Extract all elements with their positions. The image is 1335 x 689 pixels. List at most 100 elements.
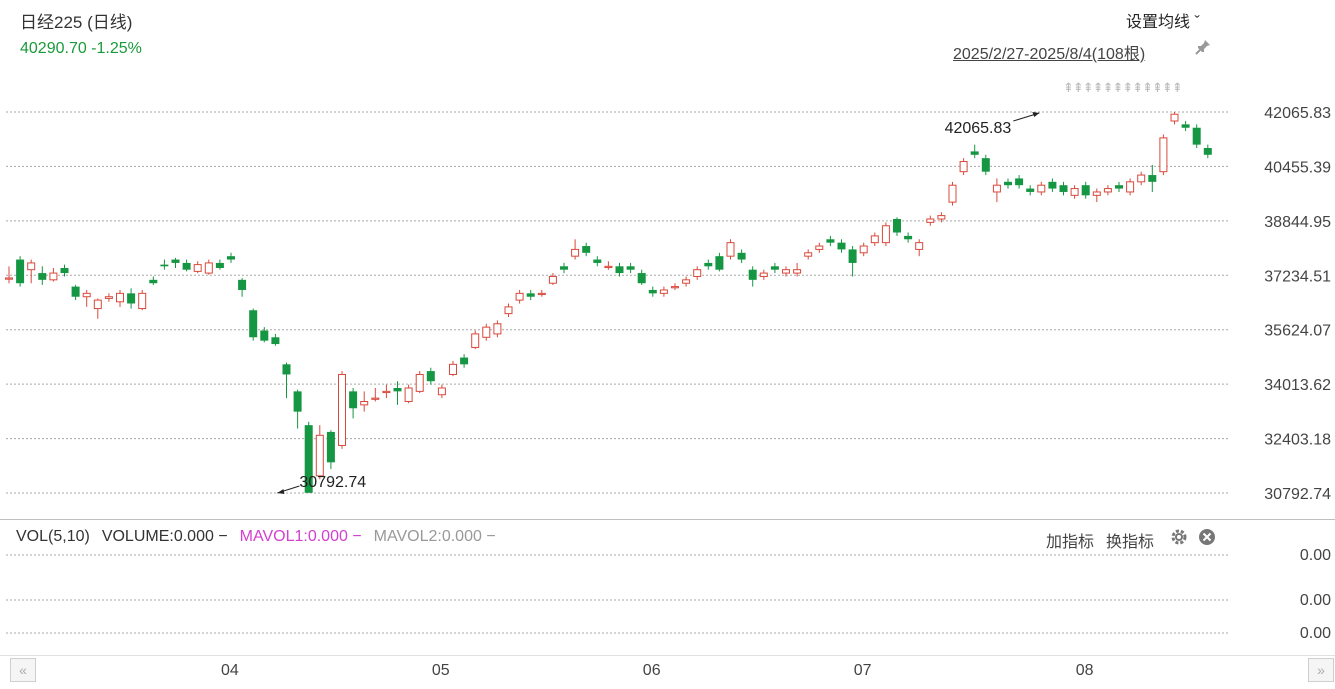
candle-body <box>393 387 402 392</box>
candle-body <box>593 259 602 263</box>
candle-body <box>127 293 136 304</box>
date-range[interactable]: 2025/2/27-2025/8/4(108根) <box>953 46 1146 63</box>
candle-body <box>826 239 835 243</box>
candle-body <box>1048 181 1057 189</box>
candle-body <box>360 401 369 406</box>
ma-setting-button[interactable]: 设置均线 ˇ <box>1126 14 1200 31</box>
candle-body <box>282 364 291 375</box>
candle-body <box>1181 124 1190 128</box>
y-tick-label: 37234.51 <box>1264 268 1331 285</box>
volume-tick-label: 0.00 <box>1300 592 1331 609</box>
mavol2-label: MAVOL2:0.000 − <box>373 528 496 545</box>
candle-body <box>1004 181 1012 186</box>
candle-body <box>371 397 380 400</box>
candle-body <box>537 292 546 296</box>
candle-body <box>160 264 169 267</box>
gear-icon[interactable] <box>1170 528 1188 546</box>
candle-body <box>304 425 313 493</box>
candle-body <box>893 218 901 233</box>
candle-body <box>1092 191 1101 196</box>
candle-body <box>149 279 158 284</box>
candle-body <box>648 289 657 294</box>
candle-body <box>1081 185 1090 196</box>
candle-body <box>859 245 868 254</box>
scroll-left-button[interactable]: « <box>10 658 36 682</box>
add-indicator-button[interactable]: 加指标 <box>1046 534 1095 551</box>
candle-body <box>671 286 679 289</box>
candle-body <box>238 279 247 290</box>
candle-body <box>770 266 779 270</box>
timeline-bar <box>0 655 1335 689</box>
candle-body <box>138 292 147 310</box>
candle-body <box>1037 184 1046 193</box>
candle-body <box>937 215 946 220</box>
candle-body <box>71 286 80 297</box>
candle-body <box>1137 174 1146 183</box>
volume-tick-label: 0.00 <box>1300 625 1331 642</box>
candle-body <box>870 235 879 244</box>
candle-body <box>82 292 91 298</box>
candle-body <box>748 269 757 280</box>
candle-body <box>38 273 47 280</box>
scroll-right-button[interactable]: » <box>1308 658 1334 682</box>
candle-body <box>1070 188 1079 196</box>
candle-body <box>1126 181 1135 193</box>
y-tick-label: 42065.83 <box>1264 105 1331 122</box>
candle-body <box>804 252 813 257</box>
month-label: 05 <box>431 662 450 679</box>
candle-body <box>27 262 36 271</box>
month-label: 07 <box>853 662 872 679</box>
candle-body <box>915 242 924 250</box>
candle-body <box>249 310 258 338</box>
candle-body <box>726 242 735 257</box>
candle-body <box>704 262 713 267</box>
candle-body <box>404 387 413 403</box>
candle-body <box>315 434 324 477</box>
candle-body <box>415 373 424 392</box>
candle-body <box>338 373 346 446</box>
mavol1-label: MAVOL1:0.000 − <box>239 528 362 545</box>
candle-body <box>1059 185 1068 192</box>
candle-body <box>571 248 580 257</box>
candle-body <box>437 387 446 396</box>
price-chart[interactable]: 42065.83 40455.39 38844.95 37234.51 35624.07… <box>0 0 1335 520</box>
y-tick-label: 38844.95 <box>1264 214 1331 231</box>
candle-body <box>582 246 591 253</box>
candle-body <box>782 269 790 274</box>
candle-body <box>5 277 13 280</box>
candle-body <box>848 249 857 263</box>
candle-body <box>737 252 746 260</box>
candle-body <box>260 330 269 341</box>
candle-body <box>49 272 58 281</box>
candle-body <box>1203 148 1212 155</box>
candle-body <box>171 259 180 263</box>
candle-body <box>215 262 224 269</box>
candle-body <box>1192 127 1201 145</box>
y-tick-label: 34013.62 <box>1264 377 1331 394</box>
candle-body <box>659 289 668 294</box>
candle-body <box>16 259 25 284</box>
candle-body <box>682 279 691 284</box>
candle-body <box>626 266 635 270</box>
candle-body <box>204 262 213 274</box>
candle-body <box>793 269 802 274</box>
month-label: 08 <box>1075 662 1094 679</box>
y-tick-label: 35624.07 <box>1264 323 1331 340</box>
candle-body <box>1148 175 1157 182</box>
volume-label: VOLUME:0.000 − <box>101 528 228 545</box>
candle-body <box>1015 178 1024 186</box>
candle-body <box>426 371 435 382</box>
vol-label: VOL(5,10) <box>16 528 90 545</box>
switch-indicator-button[interactable]: 换指标 <box>1106 534 1155 551</box>
candle-body <box>293 391 302 412</box>
chart-title: 日经225 (日线) <box>20 13 133 32</box>
candle-body <box>715 256 724 270</box>
candle-body <box>504 306 513 315</box>
volume-chart[interactable]: 0.00 0.00 0.00 <box>0 520 1335 655</box>
close-icon[interactable] <box>1198 528 1216 546</box>
candle-body <box>815 245 824 250</box>
pin-icon[interactable] <box>1194 38 1212 56</box>
candle-body <box>449 363 457 375</box>
candle-body <box>604 265 613 269</box>
candle-body <box>948 184 957 203</box>
